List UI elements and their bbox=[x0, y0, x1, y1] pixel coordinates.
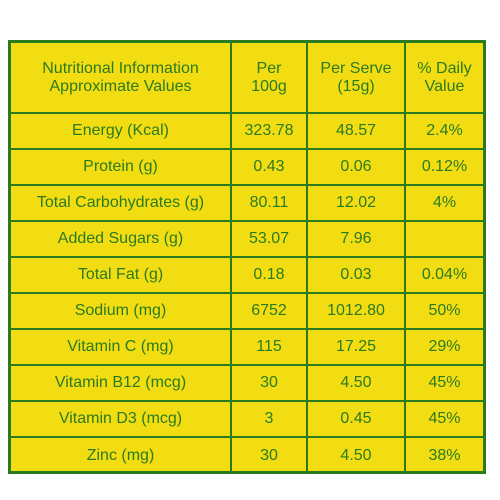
value-per-serve: 1012.80 bbox=[306, 292, 406, 330]
value-per-100g: 53.07 bbox=[230, 220, 308, 258]
value-daily: 2.4% bbox=[404, 112, 483, 150]
value-per-100g: 6752 bbox=[230, 292, 308, 330]
nutrient-name: Protein (g) bbox=[11, 148, 232, 186]
table-row: Total Fat (g) 0.18 0.03 0.04% bbox=[11, 256, 483, 294]
header-serve-line2: (15g) bbox=[337, 77, 375, 95]
header-daily-line2: Value bbox=[424, 77, 465, 95]
nutrition-table: Nutritional Information Approximate Valu… bbox=[11, 43, 483, 473]
table-header-row: Nutritional Information Approximate Valu… bbox=[11, 43, 483, 114]
value-per-100g: 323.78 bbox=[230, 112, 308, 150]
nutrient-name: Energy (Kcal) bbox=[11, 112, 232, 150]
value-per-serve: 0.03 bbox=[306, 256, 406, 294]
value-per-100g: 115 bbox=[230, 328, 308, 366]
header-serve-line1: Per Serve bbox=[320, 59, 392, 77]
value-per-serve: 4.50 bbox=[306, 364, 406, 402]
nutrient-name: Sodium (mg) bbox=[11, 292, 232, 330]
header-daily-value: % Daily Value bbox=[404, 43, 483, 114]
table-row: Sodium (mg) 6752 1012.80 50% bbox=[11, 292, 483, 330]
value-daily: 4% bbox=[404, 184, 483, 222]
table-row: Protein (g) 0.43 0.06 0.12% bbox=[11, 148, 483, 186]
value-daily: 50% bbox=[404, 292, 483, 330]
header-per-100g: Per 100g bbox=[230, 43, 308, 114]
table-row: Energy (Kcal) 323.78 48.57 2.4% bbox=[11, 112, 483, 150]
value-per-100g: 30 bbox=[230, 364, 308, 402]
value-daily: 38% bbox=[404, 436, 483, 473]
value-per-serve: 17.25 bbox=[306, 328, 406, 366]
value-daily bbox=[404, 220, 483, 258]
header-per100-line1: Per bbox=[256, 59, 282, 77]
value-per-serve: 0.45 bbox=[306, 400, 406, 438]
value-daily: 45% bbox=[404, 364, 483, 402]
value-daily: 0.12% bbox=[404, 148, 483, 186]
table-row: Vitamin B12 (mcg) 30 4.50 45% bbox=[11, 364, 483, 402]
value-per-100g: 30 bbox=[230, 436, 308, 473]
nutrient-name: Total Carbohydrates (g) bbox=[11, 184, 232, 222]
header-nutritional-information: Nutritional Information Approximate Valu… bbox=[11, 43, 232, 114]
nutrition-panel: Nutritional Information Approximate Valu… bbox=[8, 40, 486, 474]
header-per100-line2: 100g bbox=[251, 77, 287, 95]
value-per-100g: 0.43 bbox=[230, 148, 308, 186]
value-per-100g: 3 bbox=[230, 400, 308, 438]
value-per-serve: 12.02 bbox=[306, 184, 406, 222]
value-per-100g: 0.18 bbox=[230, 256, 308, 294]
table-row: Added Sugars (g) 53.07 7.96 bbox=[11, 220, 483, 258]
value-daily: 29% bbox=[404, 328, 483, 366]
nutrient-name: Vitamin D3 (mcg) bbox=[11, 400, 232, 438]
value-per-serve: 4.50 bbox=[306, 436, 406, 473]
header-title-line1: Nutritional Information bbox=[42, 59, 199, 77]
header-per-serve: Per Serve (15g) bbox=[306, 43, 406, 114]
value-daily: 45% bbox=[404, 400, 483, 438]
table-row: Zinc (mg) 30 4.50 38% bbox=[11, 436, 483, 473]
value-per-100g: 80.11 bbox=[230, 184, 308, 222]
table-row: Total Carbohydrates (g) 80.11 12.02 4% bbox=[11, 184, 483, 222]
nutrient-name: Vitamin B12 (mcg) bbox=[11, 364, 232, 402]
table-row: Vitamin D3 (mcg) 3 0.45 45% bbox=[11, 400, 483, 438]
value-per-serve: 48.57 bbox=[306, 112, 406, 150]
header-title-line2: Approximate Values bbox=[49, 77, 192, 95]
header-daily-line1: % Daily bbox=[417, 59, 472, 77]
nutrient-name: Vitamin C (mg) bbox=[11, 328, 232, 366]
value-per-serve: 0.06 bbox=[306, 148, 406, 186]
value-per-serve: 7.96 bbox=[306, 220, 406, 258]
nutrient-name: Added Sugars (g) bbox=[11, 220, 232, 258]
value-daily: 0.04% bbox=[404, 256, 483, 294]
nutrient-name: Total Fat (g) bbox=[11, 256, 232, 294]
table-row: Vitamin C (mg) 115 17.25 29% bbox=[11, 328, 483, 366]
nutrient-name: Zinc (mg) bbox=[11, 436, 232, 473]
